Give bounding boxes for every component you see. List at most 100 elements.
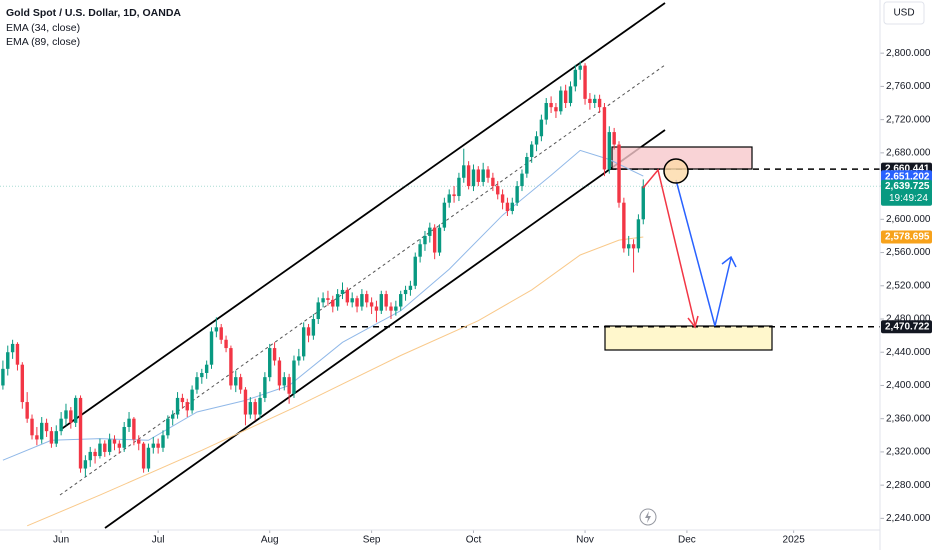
y-tick-label: 2,520.000 xyxy=(886,280,931,291)
y-tick-label: 2,760.000 xyxy=(886,81,931,92)
candle-body xyxy=(229,348,233,386)
candle-body xyxy=(287,377,291,394)
candle-body xyxy=(69,410,73,423)
highlight-circle xyxy=(663,158,689,184)
x-tick-label: Nov xyxy=(576,535,594,546)
candle-body xyxy=(107,439,112,452)
candle-body xyxy=(374,306,379,311)
candle-body xyxy=(180,397,185,403)
candle-body xyxy=(311,318,316,336)
candle-body xyxy=(500,194,505,203)
candle-body xyxy=(185,402,189,411)
candle-body xyxy=(40,422,44,440)
candle-body xyxy=(578,65,582,70)
candle-body xyxy=(360,294,364,307)
candle-body xyxy=(617,144,621,203)
candle-body xyxy=(432,227,437,253)
y-tick-label: 2,440.000 xyxy=(886,347,931,358)
candle-body xyxy=(117,443,122,448)
candle-body xyxy=(35,435,39,440)
candle-body xyxy=(195,377,199,390)
candle-body xyxy=(151,443,155,448)
candle-body xyxy=(83,460,88,469)
candle-body xyxy=(607,132,612,170)
candle-body xyxy=(141,443,146,469)
candle-body xyxy=(190,389,194,411)
countdown: 19:49:24 xyxy=(889,193,928,204)
price-label: 2,578.695 xyxy=(885,232,930,243)
candle-body xyxy=(515,186,519,203)
candle-body xyxy=(166,418,170,436)
candle-body xyxy=(631,244,636,249)
candle-body xyxy=(219,327,223,340)
price-label: 2,660.441 xyxy=(885,164,930,175)
candle-body xyxy=(204,364,209,373)
y-tick-label: 2,560.000 xyxy=(886,247,931,258)
candle-body xyxy=(612,132,616,145)
candle-body xyxy=(15,343,20,365)
price-label: 2,470.722 xyxy=(885,321,930,332)
candle-body xyxy=(418,244,422,257)
candle-body xyxy=(331,299,335,307)
candle-body xyxy=(549,103,553,108)
candle-body xyxy=(54,431,58,444)
candle-body xyxy=(175,397,180,415)
candle-body xyxy=(510,202,514,212)
candle-body xyxy=(156,443,160,448)
candle-body xyxy=(403,289,408,295)
candle-body xyxy=(539,119,544,137)
candle-body xyxy=(214,327,219,332)
candle-body xyxy=(544,103,548,120)
support-box xyxy=(604,325,773,351)
candle-body xyxy=(209,331,214,365)
candle-body xyxy=(369,302,374,307)
y-tick-label: 2,280.000 xyxy=(886,480,931,491)
candle-body xyxy=(146,447,151,469)
candle-body xyxy=(59,418,63,432)
candle-body xyxy=(534,136,539,145)
candle-body xyxy=(171,414,175,419)
candle-body xyxy=(98,443,102,457)
candle-body xyxy=(554,107,558,112)
candle-body xyxy=(583,65,587,99)
candle-body xyxy=(64,410,68,419)
y-tick-label: 2,320.000 xyxy=(886,447,931,458)
candle-body xyxy=(593,98,597,104)
candle-body xyxy=(452,194,456,197)
x-tick-label: Sep xyxy=(363,535,381,546)
candle-body xyxy=(103,443,107,452)
channel-mid xyxy=(59,64,666,496)
red-arrow xyxy=(642,168,696,326)
candle-body xyxy=(437,227,442,253)
candle-body xyxy=(161,435,165,448)
candle-body xyxy=(200,372,204,378)
y-tick-label: 2,480.000 xyxy=(886,314,931,325)
ema-line xyxy=(2,149,644,461)
candle-body xyxy=(248,402,253,415)
candle-body xyxy=(316,302,320,319)
candle-body xyxy=(602,107,607,170)
candle-body xyxy=(224,339,228,349)
currency-button[interactable] xyxy=(883,1,925,25)
candle-body xyxy=(588,98,592,104)
indicator-label: EMA (89, close) xyxy=(6,36,80,48)
candle-body xyxy=(78,397,83,469)
x-tick-label: Jun xyxy=(53,535,69,546)
candle-body xyxy=(277,360,282,386)
y-tick-label: 2,720.000 xyxy=(886,114,931,125)
channel-lower xyxy=(104,129,666,529)
candle-body xyxy=(622,202,626,249)
candle-body xyxy=(234,377,238,386)
arrows xyxy=(639,158,737,526)
y-tick-label: 2,360.000 xyxy=(886,413,931,424)
candle-body xyxy=(563,90,568,104)
candle-body xyxy=(326,298,330,300)
candle-body xyxy=(529,144,534,158)
x-tick-label: Dec xyxy=(678,535,696,546)
candle-body xyxy=(525,157,529,174)
candle-body xyxy=(413,256,417,286)
candle-body xyxy=(297,356,301,361)
candle-body xyxy=(20,364,25,403)
blue-arrow xyxy=(675,179,732,327)
candle-body xyxy=(442,202,447,228)
